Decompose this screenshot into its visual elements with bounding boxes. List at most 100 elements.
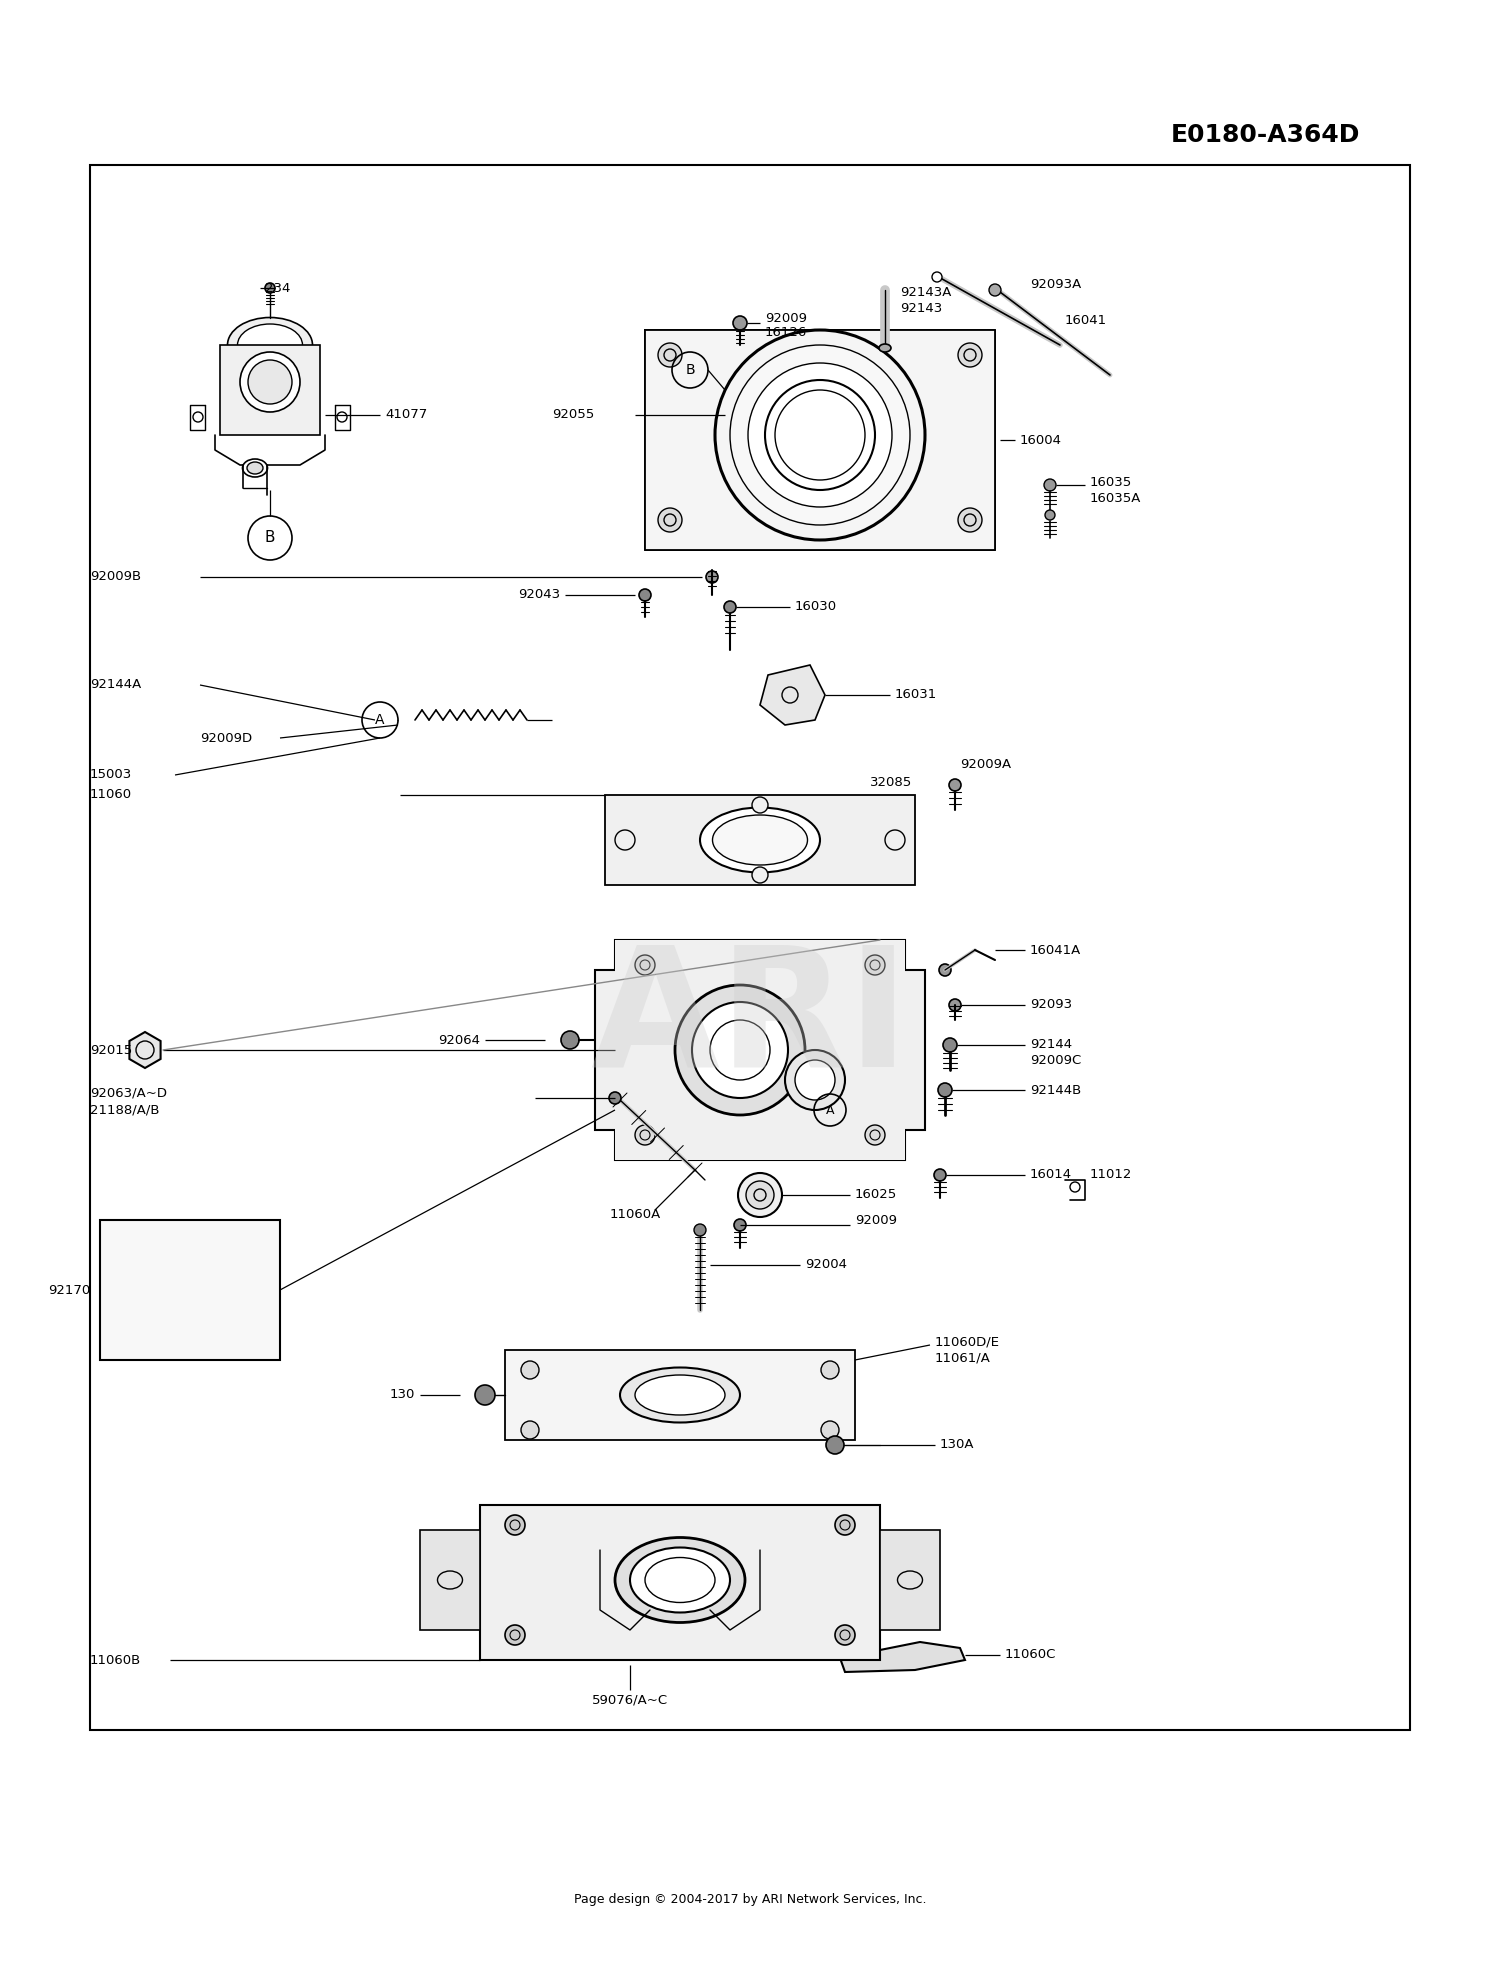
Circle shape (748, 363, 892, 506)
Circle shape (615, 830, 634, 850)
Text: 21188/A/B: 21188/A/B (90, 1103, 159, 1116)
Text: 92009D: 92009D (200, 732, 252, 744)
Circle shape (634, 1124, 656, 1146)
Ellipse shape (700, 808, 820, 873)
Circle shape (950, 779, 962, 791)
Text: 92015: 92015 (90, 1044, 132, 1056)
Text: 130A: 130A (940, 1438, 975, 1452)
Text: B: B (686, 363, 694, 377)
Ellipse shape (615, 1538, 746, 1623)
Text: 92009: 92009 (855, 1214, 897, 1226)
Bar (220, 345, 320, 436)
Bar (645, 330, 994, 549)
Circle shape (734, 316, 747, 330)
Ellipse shape (620, 1368, 740, 1422)
Circle shape (827, 1436, 844, 1454)
Circle shape (476, 1385, 495, 1405)
Circle shape (506, 1515, 525, 1534)
Text: 11012: 11012 (1090, 1169, 1132, 1181)
Circle shape (885, 830, 904, 850)
Text: 41077: 41077 (386, 408, 427, 422)
Text: 16025: 16025 (855, 1189, 897, 1201)
Text: 11060D/E: 11060D/E (934, 1336, 1000, 1348)
Text: 16030: 16030 (795, 600, 837, 614)
Text: 11061/A: 11061/A (934, 1352, 992, 1364)
Text: ARI: ARI (591, 938, 909, 1103)
Circle shape (694, 1224, 706, 1236)
Bar (604, 795, 915, 885)
Circle shape (746, 1181, 774, 1209)
Circle shape (692, 1003, 788, 1099)
Circle shape (706, 571, 718, 583)
Text: 92093A: 92093A (1030, 279, 1081, 292)
Circle shape (1044, 479, 1056, 490)
Text: 15003: 15003 (90, 769, 132, 781)
Text: 92009C: 92009C (1030, 1054, 1081, 1067)
Text: 16035: 16035 (1090, 475, 1132, 489)
Bar (645, 330, 994, 549)
Text: 59076/A~C: 59076/A~C (592, 1693, 668, 1707)
Text: 16004: 16004 (1020, 434, 1062, 447)
Circle shape (520, 1420, 538, 1438)
Ellipse shape (634, 1375, 724, 1415)
Circle shape (988, 284, 1000, 296)
Bar (480, 1505, 880, 1660)
Circle shape (938, 1083, 952, 1097)
Bar (506, 1350, 855, 1440)
Text: 16041A: 16041A (1030, 944, 1081, 957)
Circle shape (266, 283, 274, 292)
Circle shape (939, 963, 951, 975)
Ellipse shape (630, 1548, 730, 1613)
Text: 92144B: 92144B (1030, 1083, 1081, 1097)
Text: 92143A: 92143A (900, 286, 951, 298)
Polygon shape (760, 665, 825, 726)
Text: A: A (825, 1103, 834, 1116)
Text: B: B (264, 530, 276, 545)
Ellipse shape (712, 814, 807, 865)
Polygon shape (596, 940, 926, 1160)
Circle shape (752, 797, 768, 812)
Text: 92093: 92093 (1030, 999, 1072, 1012)
Circle shape (730, 345, 910, 526)
Text: 92043: 92043 (518, 589, 560, 602)
Circle shape (944, 1038, 957, 1052)
Circle shape (836, 1515, 855, 1534)
Circle shape (821, 1362, 839, 1379)
Circle shape (634, 955, 656, 975)
Text: 16031: 16031 (896, 689, 938, 702)
Text: 11060A: 11060A (610, 1209, 662, 1222)
Ellipse shape (228, 318, 312, 373)
Circle shape (865, 1124, 885, 1146)
Text: 16014: 16014 (1030, 1169, 1072, 1181)
Bar (100, 1220, 280, 1360)
Circle shape (561, 1030, 579, 1050)
Text: 130: 130 (390, 1389, 416, 1401)
Circle shape (821, 1420, 839, 1438)
Ellipse shape (243, 459, 267, 477)
Text: 92144: 92144 (1030, 1038, 1072, 1052)
Ellipse shape (248, 461, 262, 475)
Bar (615, 940, 904, 1160)
Circle shape (795, 1059, 836, 1101)
Text: 92063/A~D: 92063/A~D (90, 1087, 166, 1099)
Bar (420, 1530, 480, 1630)
Circle shape (658, 508, 682, 532)
Text: 92055: 92055 (552, 408, 594, 422)
Circle shape (865, 955, 885, 975)
Text: 92064: 92064 (438, 1034, 480, 1046)
Circle shape (506, 1625, 525, 1644)
Circle shape (658, 343, 682, 367)
Circle shape (248, 359, 292, 404)
Ellipse shape (237, 324, 303, 367)
Text: 92143: 92143 (900, 302, 942, 314)
Circle shape (240, 351, 300, 412)
Polygon shape (840, 1642, 964, 1672)
Circle shape (950, 999, 962, 1010)
Circle shape (836, 1625, 855, 1644)
Text: 11060C: 11060C (1005, 1648, 1056, 1662)
Text: 92004: 92004 (806, 1258, 847, 1271)
Circle shape (958, 343, 982, 367)
Circle shape (724, 600, 736, 612)
Text: 16041: 16041 (1065, 314, 1107, 326)
Circle shape (934, 1169, 946, 1181)
